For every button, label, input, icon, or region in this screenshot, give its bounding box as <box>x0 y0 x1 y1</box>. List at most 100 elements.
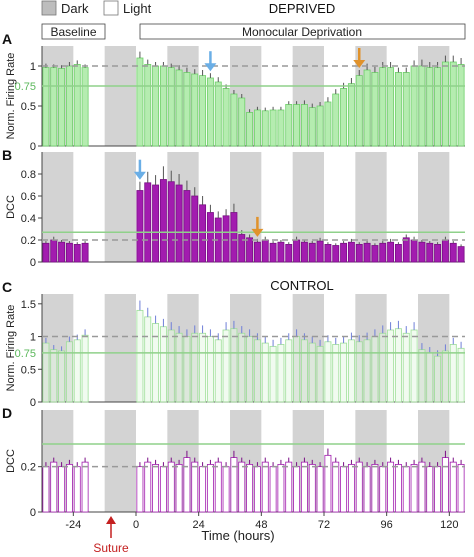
bar <box>371 245 379 263</box>
legend-dark-swatch <box>41 0 57 16</box>
bar <box>441 350 449 403</box>
bar <box>457 463 465 513</box>
bar <box>324 454 332 513</box>
bar <box>434 355 442 403</box>
bar <box>379 67 387 147</box>
bar <box>246 336 254 403</box>
bar <box>238 461 246 513</box>
bar <box>144 316 152 403</box>
bar <box>410 239 418 263</box>
bar <box>402 466 410 513</box>
bar <box>246 112 254 147</box>
bar <box>50 349 58 403</box>
blue-arrow-head <box>133 171 146 180</box>
bar <box>175 184 183 263</box>
deprivation-box <box>139 23 466 40</box>
bar <box>355 243 363 263</box>
bar <box>261 110 269 147</box>
bar <box>434 67 442 147</box>
panel-letter: A <box>2 31 12 47</box>
bar <box>222 466 230 513</box>
suture-label: Suture <box>93 541 129 555</box>
bar <box>402 72 410 147</box>
bar <box>222 88 230 147</box>
bar <box>246 237 254 263</box>
bar <box>199 332 207 403</box>
bar <box>238 332 246 403</box>
legend-light-swatch <box>103 0 119 16</box>
legend-light-label: Light <box>123 1 152 16</box>
bar <box>293 104 301 147</box>
bar <box>81 67 89 147</box>
bar <box>347 339 355 403</box>
bar <box>434 466 442 513</box>
y-tick-label: 0.8 <box>21 169 36 181</box>
bar <box>277 463 285 513</box>
bar <box>261 461 269 513</box>
bar <box>65 242 73 263</box>
x-tick-label: -24 <box>65 519 81 531</box>
y-tick-label: 0 <box>30 397 36 409</box>
bar <box>410 329 418 403</box>
panel-title: CONTROL <box>270 278 334 293</box>
baseline-label: Baseline <box>50 25 96 39</box>
bar <box>457 246 465 263</box>
bar <box>410 65 418 147</box>
bar <box>50 67 58 147</box>
bar <box>58 350 66 403</box>
blue-arrow-head <box>204 63 217 72</box>
bar <box>379 332 387 403</box>
x-tick-label: 120 <box>440 519 458 531</box>
bar <box>159 326 167 403</box>
bar <box>394 243 402 263</box>
panel-b: 0 0.2 0.4 0.6 0.8 DCC B <box>2 147 465 269</box>
bar <box>285 243 293 263</box>
baseline-box <box>41 23 106 40</box>
y-tick-label: 0.5 <box>21 101 36 113</box>
reference-label: 0.75 <box>15 81 36 93</box>
bar <box>159 65 167 147</box>
bar <box>379 242 387 263</box>
legend-dark-label: Dark <box>61 1 89 16</box>
panel-letter: D <box>2 405 12 421</box>
bar <box>183 336 191 403</box>
bar <box>167 67 175 147</box>
bar <box>50 461 58 513</box>
bar <box>230 328 238 403</box>
bar <box>324 243 332 263</box>
x-tick-label: 0 <box>133 519 139 531</box>
bar <box>58 68 66 147</box>
bar <box>269 242 277 263</box>
x-tick-label: 48 <box>255 519 267 531</box>
bar <box>285 339 293 403</box>
bar <box>308 107 316 147</box>
bar <box>300 461 308 513</box>
x-axis: -24 0 24 48 72 96 120 <box>65 512 459 531</box>
bar <box>42 242 50 263</box>
y-tick-label: 1 <box>30 332 36 344</box>
bar <box>73 339 81 403</box>
bar <box>363 69 371 147</box>
bar <box>434 243 442 263</box>
x-tick-label: 72 <box>318 519 330 531</box>
bar <box>42 466 50 513</box>
panel-a: 0 0.5 1 Norm. Firing Rate A DEPRIVED 0.75 <box>2 1 465 153</box>
panel-d: 0 0.2 DCC D <box>2 405 465 519</box>
bar <box>418 349 426 403</box>
bar <box>136 466 144 513</box>
bar <box>418 241 426 263</box>
bar <box>394 328 402 403</box>
bar <box>206 212 214 263</box>
orange-arrow-head <box>251 228 264 237</box>
bar <box>418 461 426 513</box>
bar <box>285 461 293 513</box>
y-axis-label: DCC <box>5 195 17 219</box>
dark-period-1 <box>104 410 136 512</box>
bar <box>316 345 324 403</box>
bar <box>293 466 301 513</box>
bar <box>363 466 371 513</box>
bar <box>191 73 199 147</box>
panel-c: 0 0.5 1 1.5 Norm. Firing Rate C CONTROL 0.75 <box>2 278 465 409</box>
bar <box>246 463 254 513</box>
